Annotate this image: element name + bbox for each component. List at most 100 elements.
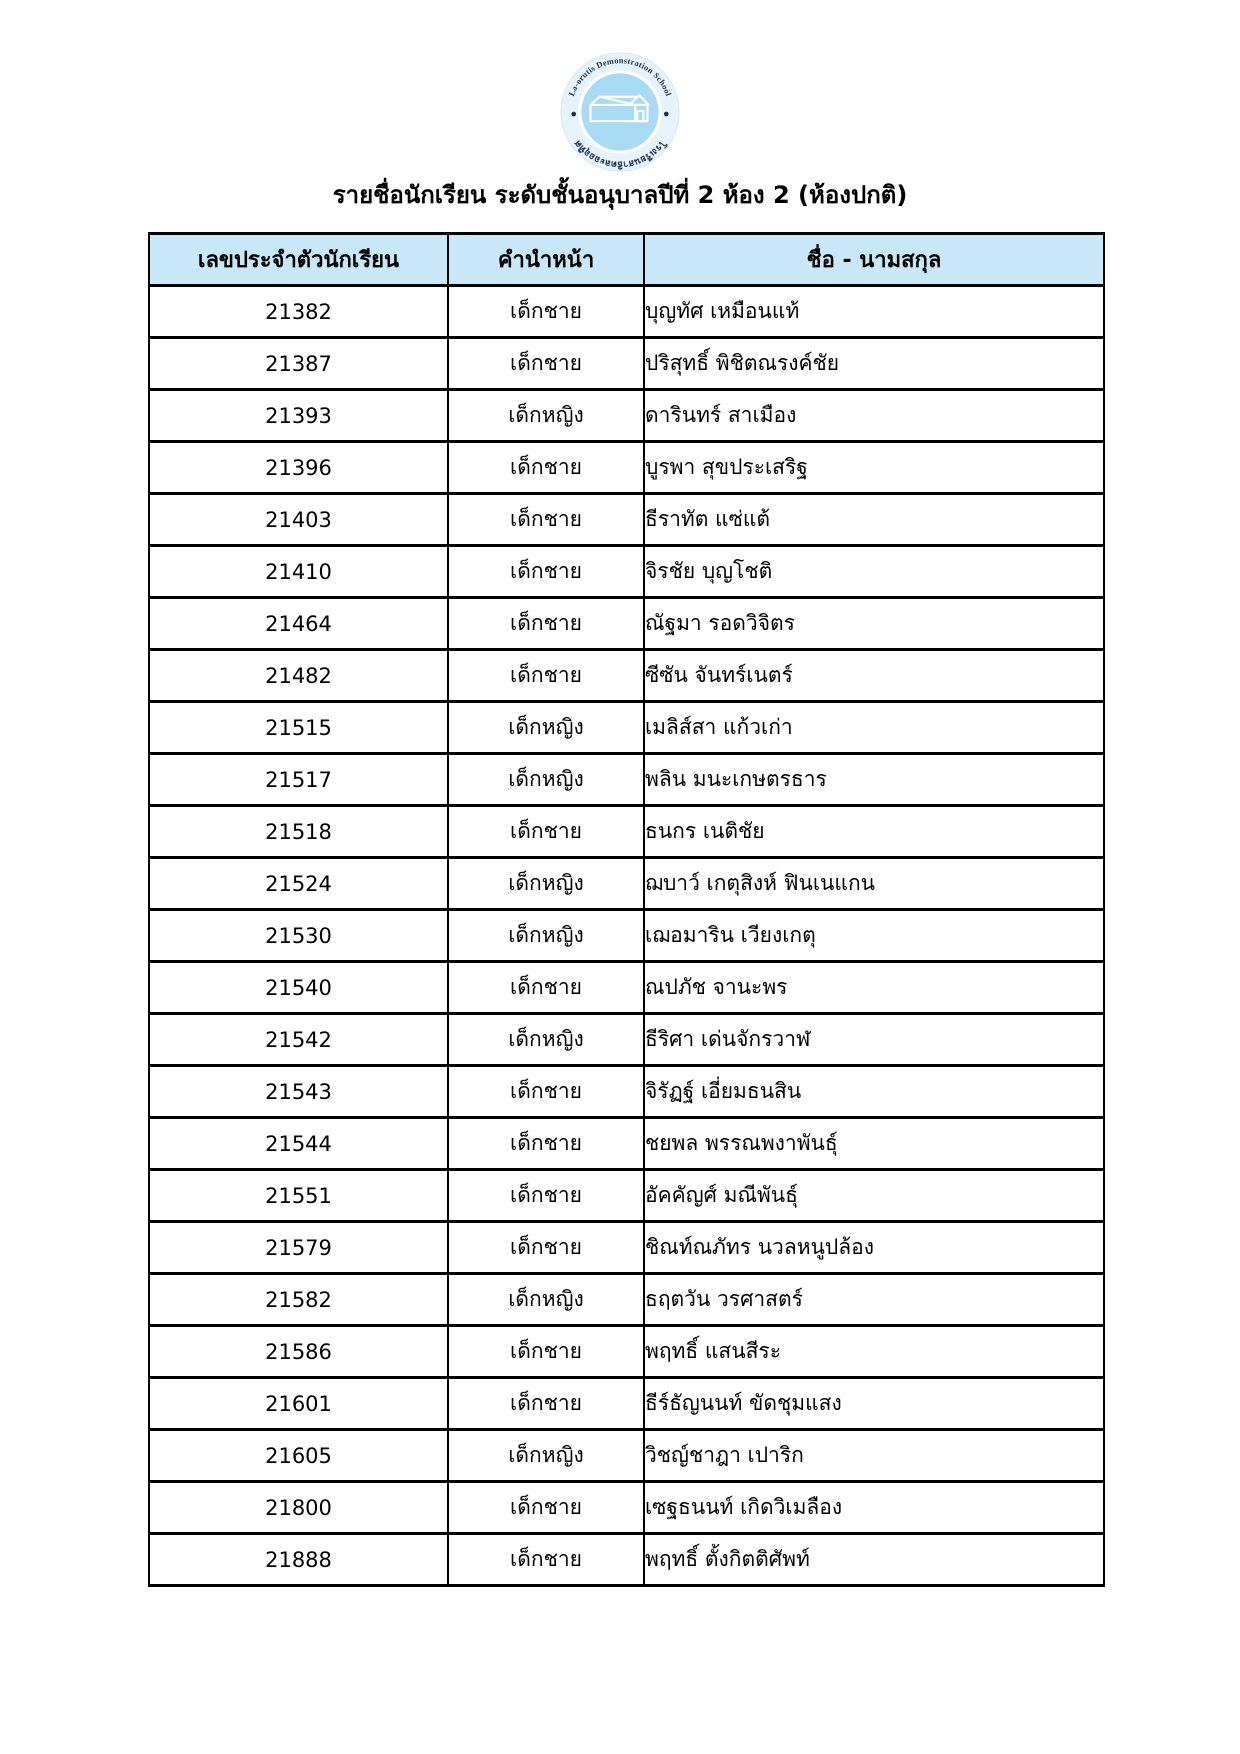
- name-cell: ธีริศา เด่นจักรวาฬ: [643, 1012, 1105, 1067]
- name-cell: เฌอมาริน เวียงเกตุ: [643, 908, 1105, 963]
- student-id-cell: 21387: [148, 336, 449, 391]
- student-id-cell: 21524: [148, 856, 449, 911]
- table-row: 21551 เด็กชาย อัคคัญศ์ มณีพันธุ์: [148, 1168, 1105, 1223]
- student-id-cell: 21551: [148, 1168, 449, 1223]
- name-cell: พฤทธิ์ แสนสีระ: [643, 1324, 1105, 1379]
- prefix-cell: เด็กชาย: [447, 596, 645, 651]
- student-id-cell: 21543: [148, 1064, 449, 1119]
- student-id-cell: 21582: [148, 1272, 449, 1327]
- student-id-cell: 21517: [148, 752, 449, 807]
- table-row: 21482 เด็กชาย ซีซัน จันทร์เนตร์: [148, 648, 1105, 703]
- prefix-cell: เด็กชาย: [447, 648, 645, 703]
- student-id-cell: 21544: [148, 1116, 449, 1171]
- student-id-cell: 21542: [148, 1012, 449, 1067]
- table-header-row: เลขประจำตัวนักเรียน คำนำหน้า ชื่อ - นามส…: [148, 232, 1105, 287]
- name-cell: ซีซัน จันทร์เนตร์: [643, 648, 1105, 703]
- table-row: 21387 เด็กชาย ปริสุทธิ์ พิชิตณรงค์ชัย: [148, 336, 1105, 391]
- student-id-cell: 21410: [148, 544, 449, 599]
- prefix-cell: เด็กชาย: [447, 1220, 645, 1275]
- prefix-cell: เด็กชาย: [447, 1168, 645, 1223]
- prefix-cell: เด็กหญิง: [447, 908, 645, 963]
- name-cell: พลิน มนะเกษตรธาร: [643, 752, 1105, 807]
- table-row: 21586 เด็กชาย พฤทธิ์ แสนสีระ: [148, 1324, 1105, 1379]
- page-title: รายชื่อนักเรียน ระดับชั้นอนุบาลปีที่ 2 ห…: [332, 181, 908, 209]
- name-cell: ชิณท์ณภัทร นวลหนูปล้อง: [643, 1220, 1105, 1275]
- prefix-cell: เด็กชาย: [447, 336, 645, 391]
- table-row: 21544 เด็กชาย ชยพล พรรณพงาพันธุ์: [148, 1116, 1105, 1171]
- table-row: 21582 เด็กหญิง ธฤตวัน วรศาสตร์: [148, 1272, 1105, 1327]
- table-row: 21518 เด็กชาย ธนกร เนติชัย: [148, 804, 1105, 859]
- school-logo: La-orutis Demonstration School โรงเรียนส…: [0, 0, 1240, 172]
- table-row: 21601 เด็กชาย ธีร์ธัญนนท์ ขัดชุมแสง: [148, 1376, 1105, 1431]
- table-row: 21396 เด็กชาย บูรพา สุขประเสริฐ: [148, 440, 1105, 495]
- student-id-cell: 21393: [148, 388, 449, 443]
- prefix-cell: เด็กชาย: [447, 1480, 645, 1535]
- prefix-cell: เด็กหญิง: [447, 1272, 645, 1327]
- prefix-cell: เด็กชาย: [447, 1376, 645, 1431]
- prefix-cell: เด็กชาย: [447, 1064, 645, 1119]
- table-row: 21540 เด็กชาย ณปภัช จานะพร: [148, 960, 1105, 1015]
- name-cell: ชยพล พรรณพงาพันธุ์: [643, 1116, 1105, 1171]
- table-row: 21530 เด็กหญิง เฌอมาริน เวียงเกตุ: [148, 908, 1105, 963]
- prefix-cell: เด็กหญิง: [447, 856, 645, 911]
- name-cell: ณปภัช จานะพร: [643, 960, 1105, 1015]
- name-cell: ดารินทร์ สาเมือง: [643, 388, 1105, 443]
- table-row: 21382 เด็กชาย บุญทัศ เหมือนแท้: [148, 284, 1105, 339]
- prefix-cell: เด็กหญิง: [447, 388, 645, 443]
- prefix-cell: เด็กหญิง: [447, 752, 645, 807]
- prefix-cell: เด็กหญิง: [447, 1428, 645, 1483]
- table-row: 21543 เด็กชาย จิรัฏฐ์ เอี่ยมธนสิน: [148, 1064, 1105, 1119]
- student-id-cell: 21396: [148, 440, 449, 495]
- name-cell: ณัฐมา รอดวิจิตร: [643, 596, 1105, 651]
- prefix-cell: เด็กชาย: [447, 1116, 645, 1171]
- name-cell: ฌบาว์ เกตุสิงห์ ฟินเนแกน: [643, 856, 1105, 911]
- student-id-cell: 21540: [148, 960, 449, 1015]
- name-cell: อัคคัญศ์ มณีพันธุ์: [643, 1168, 1105, 1223]
- header-fullname: ชื่อ - นามสกุล: [643, 232, 1105, 287]
- table-row: 21515 เด็กหญิง เมลิส์สา แก้วเก่า: [148, 700, 1105, 755]
- name-cell: บูรพา สุขประเสริฐ: [643, 440, 1105, 495]
- student-id-cell: 21518: [148, 804, 449, 859]
- name-cell: เซฐธนนท์ เกิดวิเมลือง: [643, 1480, 1105, 1535]
- table-row: 21542 เด็กหญิง ธีริศา เด่นจักรวาฬ: [148, 1012, 1105, 1067]
- header-student-id: เลขประจำตัวนักเรียน: [148, 232, 449, 287]
- prefix-cell: เด็กชาย: [447, 804, 645, 859]
- student-roster-table: เลขประจำตัวนักเรียน คำนำหน้า ชื่อ - นามส…: [148, 232, 1105, 1587]
- name-cell: บุญทัศ เหมือนแท้: [643, 284, 1105, 339]
- student-id-cell: 21800: [148, 1480, 449, 1535]
- prefix-cell: เด็กชาย: [447, 492, 645, 547]
- student-id-cell: 21382: [148, 284, 449, 339]
- student-id-cell: 21579: [148, 1220, 449, 1275]
- table-row: 21800 เด็กชาย เซฐธนนท์ เกิดวิเมลือง: [148, 1480, 1105, 1535]
- table-row: 21410 เด็กชาย จิรชัย บุญโชติ: [148, 544, 1105, 599]
- prefix-cell: เด็กหญิง: [447, 1012, 645, 1067]
- student-id-cell: 21464: [148, 596, 449, 651]
- header-prefix: คำนำหน้า: [447, 232, 645, 287]
- prefix-cell: เด็กชาย: [447, 544, 645, 599]
- name-cell: ธีราทัต แซ่แต้: [643, 492, 1105, 547]
- name-cell: วิชญ์ชาฎา เปาริก: [643, 1428, 1105, 1483]
- name-cell: ปริสุทธิ์ พิชิตณรงค์ชัย: [643, 336, 1105, 391]
- name-cell: ธฤตวัน วรศาสตร์: [643, 1272, 1105, 1327]
- table-row: 21579 เด็กชาย ชิณท์ณภัทร นวลหนูปล้อง: [148, 1220, 1105, 1275]
- prefix-cell: เด็กชาย: [447, 284, 645, 339]
- table-row: 21393 เด็กหญิง ดารินทร์ สาเมือง: [148, 388, 1105, 443]
- prefix-cell: เด็กชาย: [447, 960, 645, 1015]
- name-cell: เมลิส์สา แก้วเก่า: [643, 700, 1105, 755]
- student-id-cell: 21888: [148, 1532, 449, 1587]
- table-row: 21888 เด็กชาย พฤทธิ์ ตั้งกิตติศัพท์: [148, 1532, 1105, 1587]
- student-id-cell: 21586: [148, 1324, 449, 1379]
- school-seal-icon: La-orutis Demonstration School โรงเรียนส…: [560, 52, 680, 172]
- school-building-icon: [589, 94, 650, 123]
- table-row: 21464 เด็กชาย ณัฐมา รอดวิจิตร: [148, 596, 1105, 651]
- prefix-cell: เด็กชาย: [447, 440, 645, 495]
- name-cell: จิรชัย บุญโชติ: [643, 544, 1105, 599]
- student-id-cell: 21482: [148, 648, 449, 703]
- name-cell: ธนกร เนติชัย: [643, 804, 1105, 859]
- table-row: 21605 เด็กหญิง วิชญ์ชาฎา เปาริก: [148, 1428, 1105, 1483]
- student-id-cell: 21403: [148, 492, 449, 547]
- prefix-cell: เด็กชาย: [447, 1324, 645, 1379]
- prefix-cell: เด็กหญิง: [447, 700, 645, 755]
- table-row: 21403 เด็กชาย ธีราทัต แซ่แต้: [148, 492, 1105, 547]
